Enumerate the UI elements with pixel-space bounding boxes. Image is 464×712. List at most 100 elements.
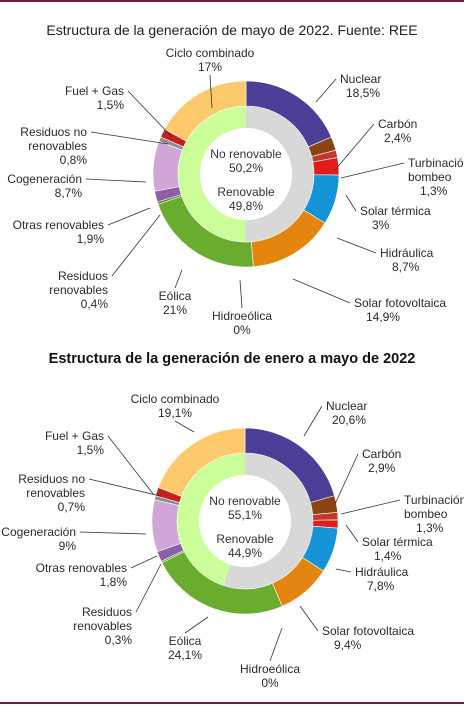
- center-value-no-renovable: 55,1%: [228, 508, 262, 522]
- leader-line-cogeneracion: [85, 178, 147, 183]
- leader-line-turbinacion-bombeo: [340, 499, 401, 515]
- leader-line-fuel-gas: [107, 435, 155, 496]
- slice-label-cogeneracion: Cogeneración: [7, 172, 82, 186]
- slice-value-nuclear: 18,5%: [346, 86, 380, 100]
- center-label-no-renovable: No renovable: [210, 147, 282, 161]
- leader-line-residuos-renovables: [111, 214, 161, 277]
- top-divider: [0, 0, 464, 2]
- slice-label-otras-renovables: Otras renovables: [36, 561, 127, 575]
- slice-ciclo-combinado: [157, 427, 246, 497]
- slice-label-residuos-renovables-1: Residuos: [82, 605, 132, 619]
- slice-label-solar-termica: Solar térmica: [360, 204, 431, 218]
- slice-label-hidraulica: Hidráulica: [380, 246, 434, 260]
- leader-line-residuos-no-renovables: [88, 478, 161, 497]
- slice-value-turbinacion-bombeo: 1,3%: [416, 521, 444, 535]
- center-label-renovable: Renovable: [217, 185, 275, 199]
- leader-line-turbinacion-bombeo: [340, 162, 405, 179]
- leader-line-ciclo-combinado: [209, 74, 213, 109]
- slice-value-carbon: 2,4%: [384, 131, 412, 145]
- slice-label-ciclo-combinado: Ciclo combinado: [131, 392, 220, 406]
- slice-label-otras-renovables: Otras renovables: [13, 218, 104, 232]
- slice-label-fuel-gas: Fuel + Gas: [65, 84, 124, 98]
- slice-cogeneracion: [152, 140, 183, 192]
- slice-label-residuos-renovables-1: Residuos: [58, 269, 108, 283]
- chart-title-may: Estructura de la generación de mayo de 2…: [46, 22, 418, 38]
- leader-line-nuclear: [303, 405, 323, 437]
- slice-value-residuos-renovables: 0,4%: [81, 297, 109, 311]
- leader-line-ciclo-combinado: [174, 420, 195, 433]
- slice-value-hidraulica: 7,8%: [367, 579, 395, 593]
- leader-line-fuel-gas: [127, 90, 173, 138]
- slice-label-solar-fotovoltaica: Solar fotovoltaica: [322, 624, 414, 638]
- slice-value-hidroeolica: 0%: [233, 323, 251, 337]
- slice-value-cogeneracion: 9%: [59, 539, 77, 553]
- leader-line-eolica: [174, 269, 183, 289]
- donut-hole: [199, 475, 291, 567]
- slice-value-turbinacion-bombeo: 1,3%: [420, 184, 448, 198]
- leader-line-carbon: [334, 453, 359, 505]
- leader-line-nuclear: [315, 78, 337, 103]
- leader-line-solar-termica: [345, 524, 359, 543]
- slice-label-residuos-no-renovables-1: Residuos no: [18, 472, 85, 486]
- slice-value-ciclo-combinado: 19,1%: [158, 406, 192, 420]
- center-label-renovable: Renovable: [216, 532, 274, 546]
- slice-label-eolica: Eólica: [159, 289, 192, 303]
- leader-line-residuos-no-renovables: [90, 131, 169, 145]
- slice-label-residuos-renovables-2: renovables: [49, 283, 108, 297]
- center-value-renovable: 44,9%: [228, 546, 262, 560]
- leader-line-residuos-renovables: [135, 563, 162, 613]
- slice-label-turbinacion-bombeo-2: bombeo: [404, 507, 448, 521]
- slice-value-nuclear: 20,6%: [332, 413, 366, 427]
- slice-label-ciclo-combinado: Ciclo combinado: [166, 46, 255, 60]
- inner-slice-renovable: [177, 453, 245, 586]
- slice-label-carbon: Carbón: [378, 117, 417, 131]
- leader-line-hidraulica: [335, 568, 352, 573]
- leader-line-eolica: [184, 616, 209, 634]
- leader-line-solar-termica: [345, 194, 357, 212]
- leader-line-cogeneracion: [79, 531, 147, 535]
- slice-label-solar-termica: Solar térmica: [362, 535, 433, 549]
- slice-label-turbinacion-bombeo-1: Turbinación: [404, 493, 464, 507]
- slice-value-otras-renovables: 1,9%: [77, 232, 105, 246]
- slice-label-hidraulica: Hidráulica: [355, 565, 409, 579]
- slice-label-fuel-gas: Fuel + Gas: [45, 429, 104, 443]
- leader-line-hidroeolica: [269, 627, 283, 662]
- leader-line-hidraulica: [336, 237, 377, 254]
- leader-line-otras-renovables: [130, 555, 158, 569]
- center-value-no-renovable: 50,2%: [229, 161, 263, 175]
- slice-label-residuos-renovables-2: renovables: [73, 619, 132, 633]
- center-value-renovable: 49,8%: [229, 199, 263, 213]
- slice-value-solar-fotovoltaica: 9,4%: [334, 638, 362, 652]
- slice-value-residuos-renovables: 0,3%: [105, 633, 133, 647]
- slice-label-cogeneracion: Cogeneración: [1, 525, 76, 539]
- leader-line-carbon: [334, 123, 375, 171]
- slice-value-residuos-no-renovables: 0,7%: [58, 500, 86, 514]
- slice-label-turbinacion-bombeo-2: bombeo: [408, 170, 452, 184]
- slice-value-solar-termica: 3%: [372, 218, 390, 232]
- slice-value-cogeneracion: 8,7%: [55, 186, 83, 200]
- slice-value-eolica: 21%: [163, 303, 187, 317]
- slice-value-hidraulica: 8,7%: [392, 260, 420, 274]
- center-label-no-renovable: No renovable: [209, 494, 281, 508]
- slice-value-eolica: 24,1%: [168, 648, 202, 662]
- slice-label-residuos-no-renovables-2: renovables: [28, 139, 87, 153]
- bottom-divider: [0, 702, 464, 704]
- slice-label-eolica: Eólica: [169, 634, 202, 648]
- slice-value-fuel-gas: 1,5%: [77, 443, 105, 457]
- chart-title-jan-may: Estructura de la generación de enero a m…: [48, 351, 416, 367]
- slice-label-hidroeolica: Hidroeólica: [212, 309, 272, 323]
- slice-label-hidroeolica: Hidroeólica: [240, 662, 300, 676]
- slice-value-fuel-gas: 1,5%: [97, 98, 125, 112]
- inner-slice-no-renovable: [245, 106, 314, 242]
- slice-label-residuos-no-renovables-2: renovables: [26, 486, 85, 500]
- slice-label-nuclear: Nuclear: [340, 72, 381, 86]
- leader-line-otras-renovables: [107, 207, 151, 226]
- inner-slice-no-renovable: [223, 453, 313, 589]
- slice-label-turbinacion-bombeo-1: Turbinación: [408, 156, 464, 170]
- slice-label-nuclear: Nuclear: [326, 399, 367, 413]
- donut-hole: [200, 128, 292, 220]
- slice-value-ciclo-combinado: 17%: [198, 60, 222, 74]
- slice-label-solar-fotovoltaica: Solar fotovoltaica: [354, 296, 446, 310]
